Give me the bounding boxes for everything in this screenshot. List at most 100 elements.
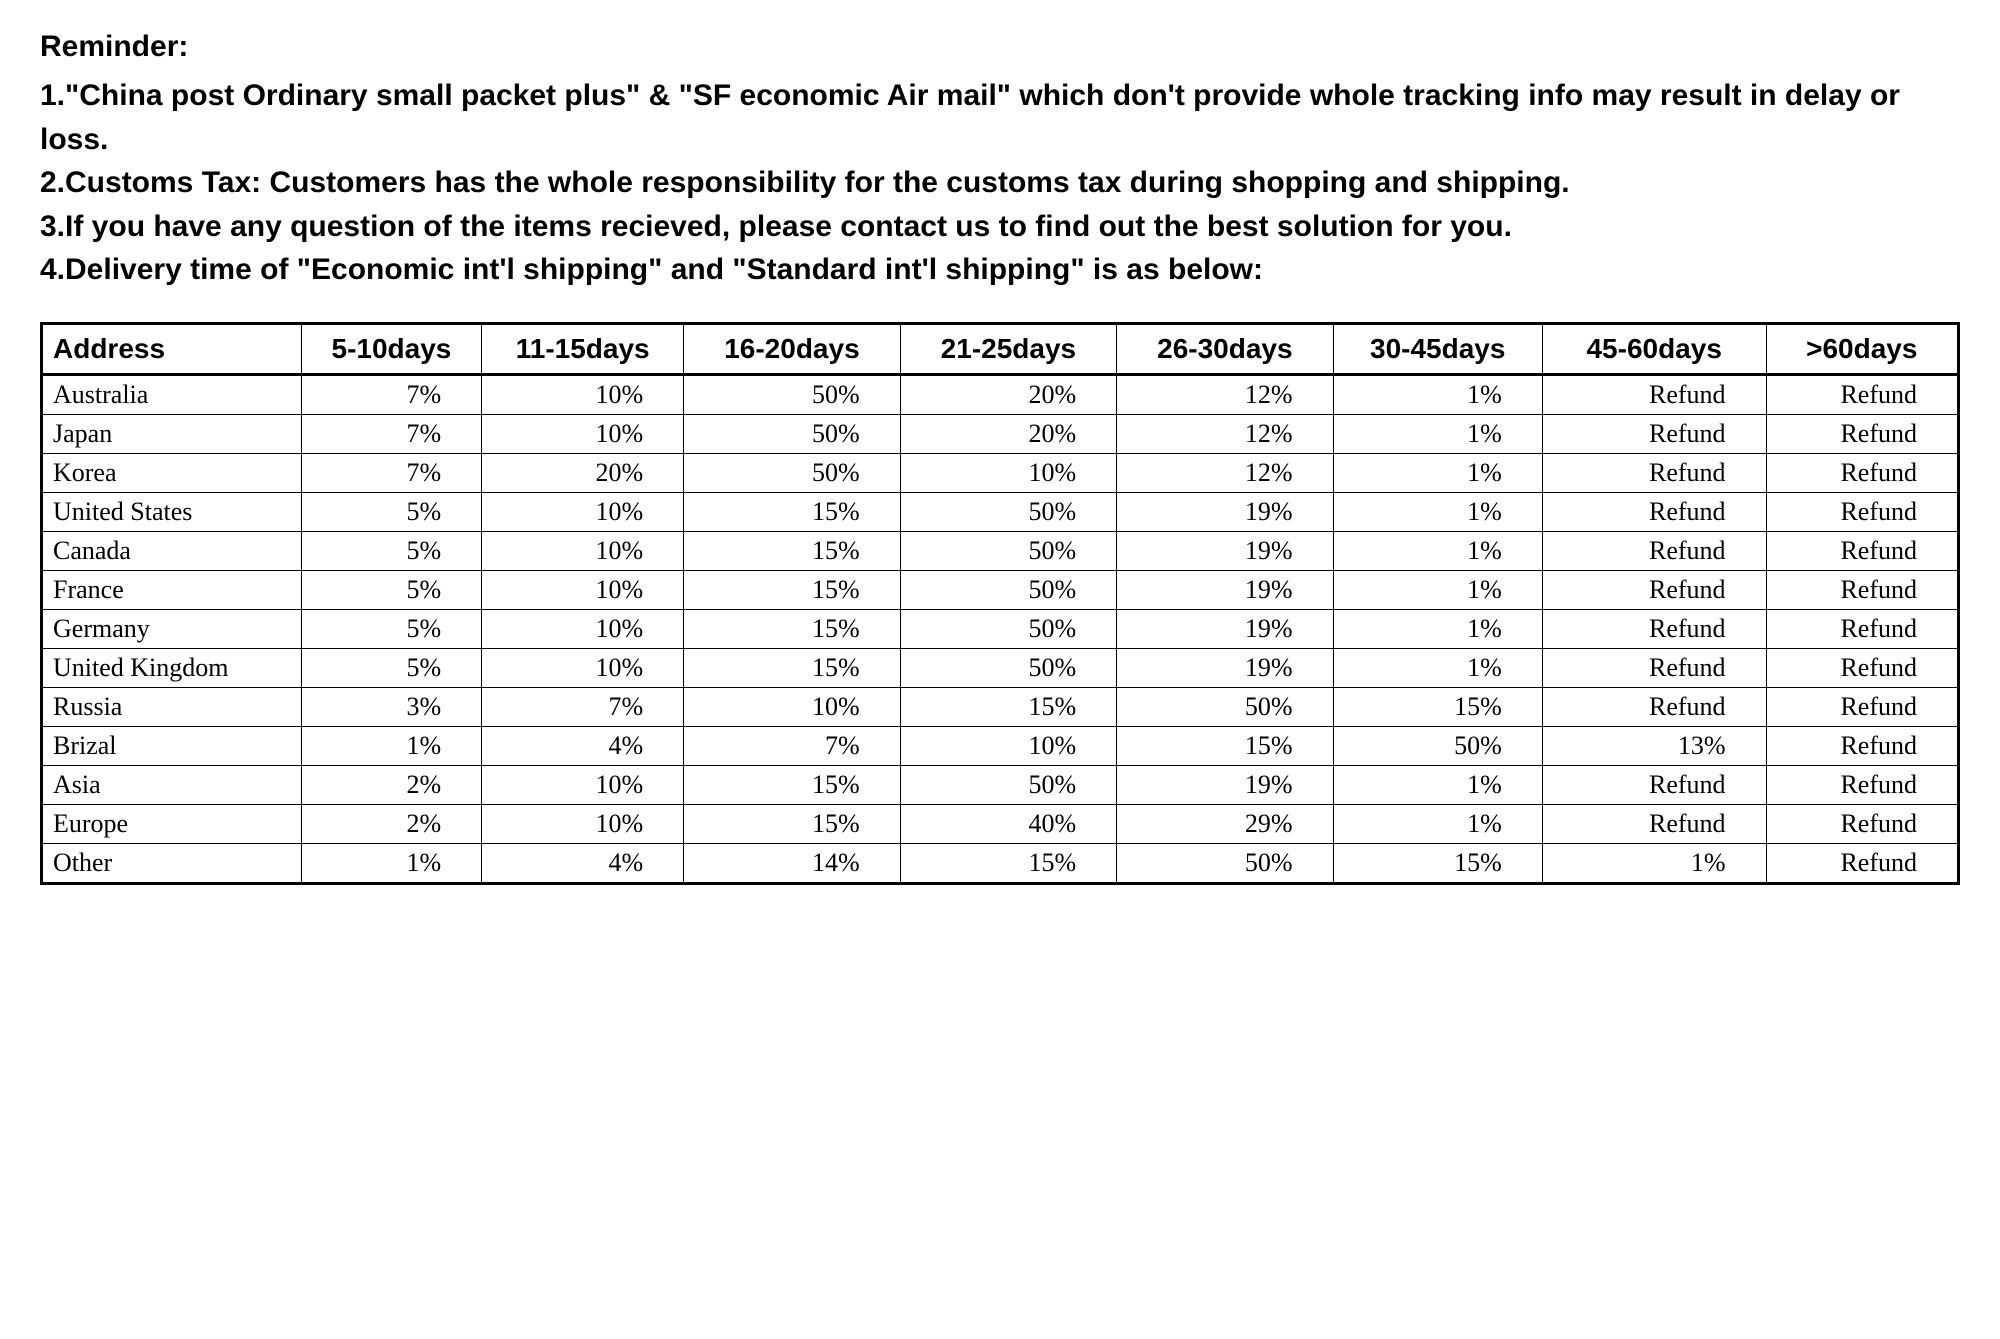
value-cell: Refund — [1766, 726, 1958, 765]
value-cell: Refund — [1766, 609, 1958, 648]
value-cell: 15% — [684, 531, 900, 570]
value-cell: 7% — [301, 374, 481, 414]
col-header-8: >60days — [1766, 323, 1958, 374]
value-cell: Refund — [1766, 804, 1958, 843]
value-cell: 1% — [301, 726, 481, 765]
value-cell: 50% — [684, 414, 900, 453]
value-cell: 14% — [684, 843, 900, 883]
value-cell: Refund — [1766, 374, 1958, 414]
value-cell: 10% — [684, 687, 900, 726]
value-cell: 7% — [482, 687, 684, 726]
value-cell: 40% — [900, 804, 1116, 843]
value-cell: Refund — [1542, 609, 1766, 648]
value-cell: 15% — [684, 609, 900, 648]
col-header-1: 5-10days — [301, 323, 481, 374]
value-cell: 15% — [900, 843, 1116, 883]
table-header-row: Address5-10days11-15days16-20days21-25da… — [42, 323, 1959, 374]
value-cell: 5% — [301, 531, 481, 570]
col-header-6: 30-45days — [1333, 323, 1542, 374]
value-cell: 10% — [482, 492, 684, 531]
value-cell: 19% — [1117, 609, 1333, 648]
address-cell: United States — [42, 492, 302, 531]
value-cell: Refund — [1766, 687, 1958, 726]
col-header-7: 45-60days — [1542, 323, 1766, 374]
value-cell: 1% — [1333, 492, 1542, 531]
value-cell: 1% — [1333, 374, 1542, 414]
value-cell: Refund — [1766, 570, 1958, 609]
value-cell: 7% — [301, 414, 481, 453]
address-cell: Other — [42, 843, 302, 883]
value-cell: 10% — [482, 531, 684, 570]
table-row: Asia2%10%15%50%19%1%RefundRefund — [42, 765, 1959, 804]
value-cell: 3% — [301, 687, 481, 726]
value-cell: 20% — [900, 414, 1116, 453]
value-cell: 19% — [1117, 531, 1333, 570]
value-cell: 5% — [301, 570, 481, 609]
value-cell: 19% — [1117, 492, 1333, 531]
value-cell: Refund — [1542, 453, 1766, 492]
value-cell: 4% — [482, 843, 684, 883]
address-cell: Australia — [42, 374, 302, 414]
value-cell: 50% — [900, 570, 1116, 609]
col-header-5: 26-30days — [1117, 323, 1333, 374]
value-cell: 5% — [301, 609, 481, 648]
value-cell: Refund — [1542, 414, 1766, 453]
value-cell: 15% — [900, 687, 1116, 726]
table-row: Other1%4%14%15%50%15%1%Refund — [42, 843, 1959, 883]
value-cell: 15% — [684, 492, 900, 531]
table-row: Korea7%20%50%10%12%1%RefundRefund — [42, 453, 1959, 492]
value-cell: 12% — [1117, 414, 1333, 453]
delivery-time-table: Address5-10days11-15days16-20days21-25da… — [40, 322, 1960, 885]
value-cell: 7% — [684, 726, 900, 765]
value-cell: 15% — [684, 765, 900, 804]
value-cell: Refund — [1542, 374, 1766, 414]
reminder-line-4: 4.Delivery time of "Economic int'l shipp… — [40, 248, 1960, 292]
table-header: Address5-10days11-15days16-20days21-25da… — [42, 323, 1959, 374]
address-cell: Europe — [42, 804, 302, 843]
value-cell: Refund — [1542, 492, 1766, 531]
value-cell: 10% — [482, 570, 684, 609]
value-cell: 50% — [684, 374, 900, 414]
value-cell: 1% — [1333, 609, 1542, 648]
value-cell: 1% — [1333, 804, 1542, 843]
value-cell: Refund — [1766, 765, 1958, 804]
value-cell: 10% — [482, 374, 684, 414]
value-cell: 1% — [1333, 648, 1542, 687]
address-cell: Germany — [42, 609, 302, 648]
reminder-line-1: 1."China post Ordinary small packet plus… — [40, 74, 1960, 161]
value-cell: Refund — [1766, 531, 1958, 570]
value-cell: 50% — [1117, 687, 1333, 726]
value-cell: 50% — [900, 648, 1116, 687]
value-cell: Refund — [1766, 843, 1958, 883]
value-cell: 5% — [301, 648, 481, 687]
value-cell: 29% — [1117, 804, 1333, 843]
value-cell: Refund — [1542, 765, 1766, 804]
address-cell: Korea — [42, 453, 302, 492]
value-cell: 12% — [1117, 453, 1333, 492]
value-cell: 20% — [900, 374, 1116, 414]
value-cell: 10% — [900, 453, 1116, 492]
address-cell: Asia — [42, 765, 302, 804]
value-cell: 50% — [900, 531, 1116, 570]
table-row: Japan7%10%50%20%12%1%RefundRefund — [42, 414, 1959, 453]
value-cell: 1% — [1333, 414, 1542, 453]
value-cell: 1% — [1333, 570, 1542, 609]
value-cell: 13% — [1542, 726, 1766, 765]
value-cell: 19% — [1117, 765, 1333, 804]
value-cell: 15% — [1333, 843, 1542, 883]
value-cell: 19% — [1117, 648, 1333, 687]
table-row: Europe2%10%15%40%29%1%RefundRefund — [42, 804, 1959, 843]
value-cell: 10% — [482, 765, 684, 804]
value-cell: 15% — [684, 804, 900, 843]
value-cell: 12% — [1117, 374, 1333, 414]
table-row: Canada5%10%15%50%19%1%RefundRefund — [42, 531, 1959, 570]
value-cell: Refund — [1542, 570, 1766, 609]
table-row: Brizal1%4%7%10%15%50%13%Refund — [42, 726, 1959, 765]
value-cell: 1% — [1333, 765, 1542, 804]
value-cell: 1% — [301, 843, 481, 883]
value-cell: Refund — [1766, 492, 1958, 531]
address-cell: Brizal — [42, 726, 302, 765]
value-cell: 10% — [482, 609, 684, 648]
value-cell: 10% — [482, 804, 684, 843]
address-cell: Japan — [42, 414, 302, 453]
